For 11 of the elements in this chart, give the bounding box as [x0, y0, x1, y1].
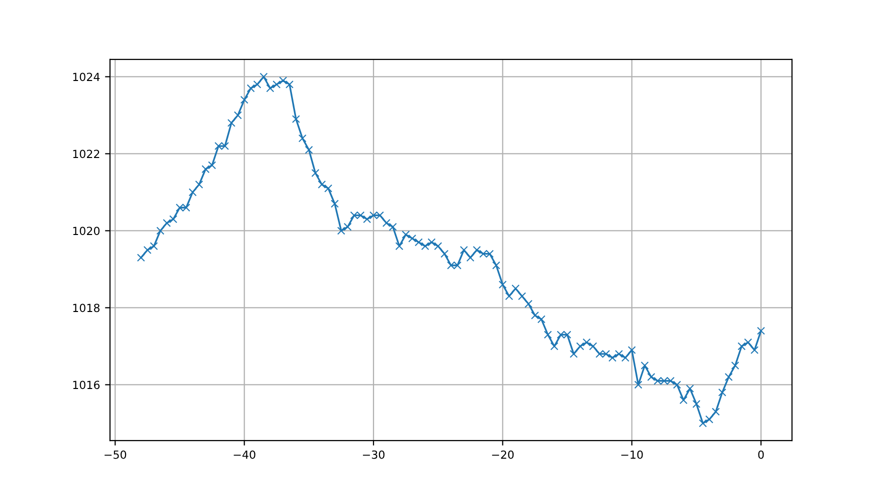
y-tick-label: 1024 — [73, 72, 100, 82]
y-tick-label: 1022 — [73, 150, 100, 158]
x-tick-label: −50 — [104, 450, 126, 459]
x-tick-label: 0 — [758, 450, 764, 459]
y-tick-label: 1018 — [73, 304, 100, 312]
x-tick-label: −10 — [621, 450, 643, 459]
x-tick-label: −40 — [234, 450, 256, 459]
y-tick-label: 1016 — [73, 380, 100, 390]
x-tick-label: −30 — [362, 450, 384, 459]
y-tick-label: 1020 — [73, 226, 100, 236]
x-tick-label: −20 — [492, 450, 514, 459]
